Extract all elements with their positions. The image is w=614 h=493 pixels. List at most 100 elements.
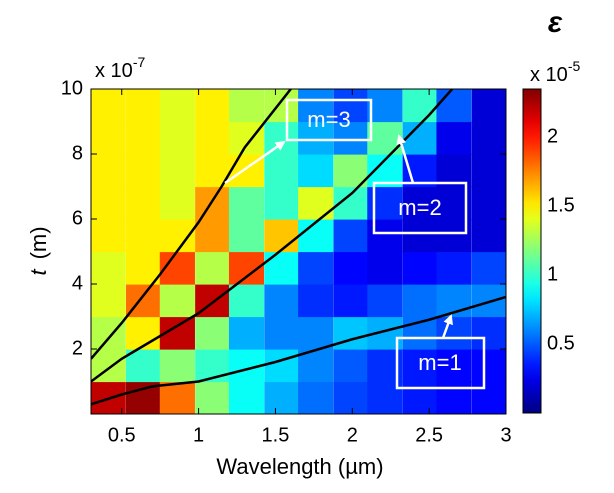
heat-cell	[333, 121, 369, 155]
heat-cell	[298, 316, 334, 350]
heat-cell	[436, 154, 472, 188]
heat-cell	[402, 219, 438, 253]
heat-cell	[436, 251, 472, 285]
x-tick-label: 2	[347, 424, 358, 446]
curve	[91, 295, 506, 406]
heat-cell	[159, 349, 195, 383]
heat-cell	[471, 284, 506, 318]
heat-cell	[195, 381, 231, 414]
heat-cell	[91, 186, 126, 220]
heat-cell	[298, 251, 334, 285]
heat-cell	[471, 121, 506, 155]
heat-cell	[367, 89, 403, 123]
x-tick-label: 0.5	[108, 424, 136, 446]
heat-cell	[159, 381, 195, 414]
chart-title: ε	[548, 6, 563, 39]
heat-cell	[91, 316, 126, 350]
label-box	[285, 98, 373, 142]
y-tick-label: 8	[72, 142, 83, 164]
annotation-m1: m=1	[395, 314, 486, 390]
x-tick-label: 3	[500, 424, 511, 446]
heat-cell	[91, 284, 126, 318]
plot-frame	[90, 88, 507, 415]
heat-cell	[228, 381, 265, 414]
heat-cell	[367, 121, 403, 155]
heat-cell	[298, 284, 334, 318]
heat-cell	[471, 316, 506, 350]
annotation: m=2	[398, 195, 441, 220]
heat-cell	[367, 284, 403, 318]
heat-cell	[125, 121, 162, 155]
heat-cell	[402, 89, 438, 123]
heat-cell	[471, 381, 506, 414]
heat-cell	[159, 284, 195, 318]
heatmap	[91, 89, 506, 414]
heat-cell	[125, 219, 162, 253]
heat-cell	[436, 381, 472, 414]
heat-cell	[125, 154, 162, 188]
heat-cell	[228, 89, 265, 123]
heat-cell	[367, 186, 403, 220]
heat-cell	[333, 284, 369, 318]
annotation-m3: m=3	[224, 98, 373, 185]
heat-cell	[333, 381, 369, 414]
heat-cell	[402, 284, 438, 318]
heat-cell	[264, 154, 300, 188]
heat-cell	[228, 316, 265, 350]
heat-cell	[264, 251, 300, 285]
colorbar	[522, 88, 542, 414]
heat-cell	[436, 349, 472, 383]
heat-cell	[228, 219, 265, 253]
y-tick-label: 2	[72, 337, 83, 359]
heat-cell	[471, 154, 506, 188]
heat-cell	[471, 349, 506, 383]
heat-cell	[195, 349, 231, 383]
heat-cell	[195, 121, 231, 155]
heat-cell	[264, 381, 300, 414]
color-multiplier-base: x 10	[530, 64, 568, 86]
heat-cell	[436, 316, 472, 350]
y-tick-label: 10	[61, 77, 83, 99]
heat-cell	[91, 154, 126, 188]
y-multiplier-exp: -7	[133, 54, 146, 70]
x-tick-label: 1.5	[262, 424, 290, 446]
heat-cell	[228, 186, 265, 220]
heat-cell	[471, 89, 506, 123]
label-box	[395, 336, 486, 390]
colorbar-tick-label: 1	[547, 263, 558, 285]
heat-cell	[264, 349, 300, 383]
heat-cell	[333, 251, 369, 285]
annotation: m=3	[307, 107, 350, 132]
heat-cell	[125, 349, 162, 383]
heat-cell	[125, 186, 162, 220]
heat-cell	[471, 186, 506, 220]
y-multiplier-base: x 10	[95, 60, 133, 82]
heat-cell	[367, 251, 403, 285]
heat-cell	[264, 316, 300, 350]
heat-cell	[436, 89, 472, 123]
heat-cell	[125, 316, 162, 350]
heat-cell	[159, 89, 195, 123]
heat-cell	[195, 316, 231, 350]
curve	[91, 89, 292, 360]
heat-cell	[471, 251, 506, 285]
heat-cell	[264, 219, 300, 253]
y-tick-label: 6	[72, 207, 83, 229]
heat-cell	[195, 89, 231, 123]
heat-cell	[264, 284, 300, 318]
x-axis-label: Wavelength (µm)	[216, 454, 383, 479]
arrow	[396, 134, 415, 184]
heat-cell	[125, 89, 162, 123]
heat-cell	[195, 219, 231, 253]
heat-cell	[298, 89, 334, 123]
heat-cell	[228, 284, 265, 318]
colorbar-tick-label: 1.5	[547, 194, 575, 216]
heat-cell	[264, 121, 300, 155]
y-axis-label: t (m)	[26, 226, 51, 275]
heat-cell	[333, 349, 369, 383]
heat-cell	[471, 219, 506, 253]
arrow	[224, 140, 286, 185]
x-tick-label: 2.5	[415, 424, 443, 446]
